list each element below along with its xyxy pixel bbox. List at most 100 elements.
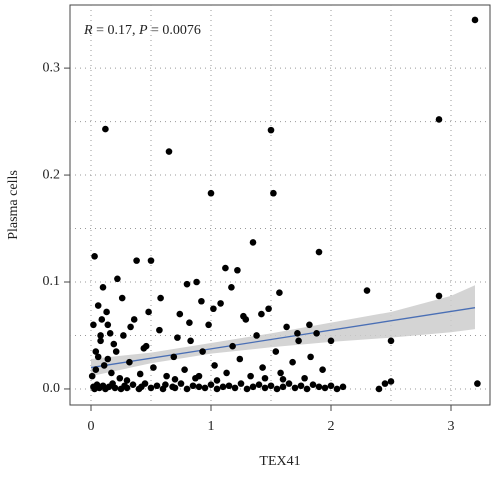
point xyxy=(228,284,235,291)
point xyxy=(231,384,239,392)
point xyxy=(136,370,144,378)
point xyxy=(141,380,149,387)
point xyxy=(111,384,119,392)
point xyxy=(100,362,108,369)
point xyxy=(171,376,179,383)
point xyxy=(193,278,200,286)
point xyxy=(183,280,191,288)
point xyxy=(140,345,148,352)
point xyxy=(270,189,277,197)
point xyxy=(91,253,98,260)
point xyxy=(183,385,191,393)
point xyxy=(104,355,112,363)
point xyxy=(112,348,120,355)
point xyxy=(265,305,272,313)
point xyxy=(249,239,257,246)
point xyxy=(157,294,164,302)
point xyxy=(276,289,283,297)
point xyxy=(207,189,215,197)
point xyxy=(92,348,100,355)
point xyxy=(255,381,263,388)
point xyxy=(123,377,131,384)
y-tick-label: 0.2 xyxy=(43,167,61,182)
point xyxy=(229,342,236,350)
point xyxy=(195,383,203,391)
point xyxy=(313,330,320,337)
point xyxy=(123,384,131,392)
point xyxy=(213,377,221,384)
point xyxy=(106,330,114,337)
point xyxy=(116,374,124,382)
fit-line xyxy=(90,307,476,369)
point xyxy=(283,323,290,331)
confidence-band xyxy=(91,285,475,377)
point xyxy=(234,266,241,274)
point xyxy=(315,383,323,391)
point xyxy=(285,380,293,387)
point xyxy=(201,384,209,392)
point xyxy=(189,382,197,390)
point xyxy=(181,366,188,374)
point xyxy=(321,384,329,392)
y-tick-label: 0.0 xyxy=(43,381,61,396)
point xyxy=(237,380,245,387)
point xyxy=(104,321,112,329)
point xyxy=(145,308,152,316)
x-tick-label: 3 xyxy=(448,419,455,434)
point xyxy=(170,353,178,361)
point xyxy=(339,383,347,391)
point xyxy=(219,383,227,391)
point xyxy=(474,380,481,387)
point xyxy=(176,310,184,318)
point xyxy=(435,292,443,300)
y-tick-label: 0.3 xyxy=(43,60,61,75)
point xyxy=(261,374,269,382)
point xyxy=(153,382,161,390)
point xyxy=(387,337,395,345)
annotation: R = 0.17, P = 0.0076 xyxy=(83,23,201,38)
point xyxy=(294,330,301,337)
point xyxy=(205,321,212,329)
point xyxy=(171,384,179,392)
point xyxy=(267,126,275,134)
point xyxy=(273,385,281,393)
point xyxy=(150,364,157,371)
point xyxy=(97,332,104,339)
point xyxy=(259,364,266,371)
point xyxy=(147,257,155,264)
point xyxy=(213,385,221,393)
annotation-part: R xyxy=(83,23,93,38)
point xyxy=(186,319,193,326)
point xyxy=(307,353,314,361)
point xyxy=(92,366,100,374)
point xyxy=(99,284,107,291)
point xyxy=(133,257,140,264)
point xyxy=(88,372,96,380)
point xyxy=(174,334,181,341)
point xyxy=(387,378,395,385)
point xyxy=(297,382,305,390)
point xyxy=(363,287,371,294)
point xyxy=(127,323,134,331)
annotation-part: P xyxy=(138,23,148,38)
y-tick-label: 0.1 xyxy=(43,274,61,289)
point xyxy=(198,297,205,305)
point xyxy=(90,321,97,329)
point xyxy=(225,382,233,390)
point xyxy=(120,332,127,339)
point xyxy=(267,382,275,390)
point xyxy=(108,369,115,377)
point xyxy=(249,383,257,391)
point xyxy=(199,348,206,355)
point xyxy=(295,337,302,345)
point xyxy=(375,385,383,393)
point xyxy=(163,372,170,380)
point xyxy=(243,385,251,393)
point xyxy=(162,381,169,388)
point xyxy=(279,383,287,391)
point xyxy=(315,248,323,256)
annotation-part: = 0.17, xyxy=(93,23,139,38)
point xyxy=(187,337,194,345)
point xyxy=(207,381,215,388)
